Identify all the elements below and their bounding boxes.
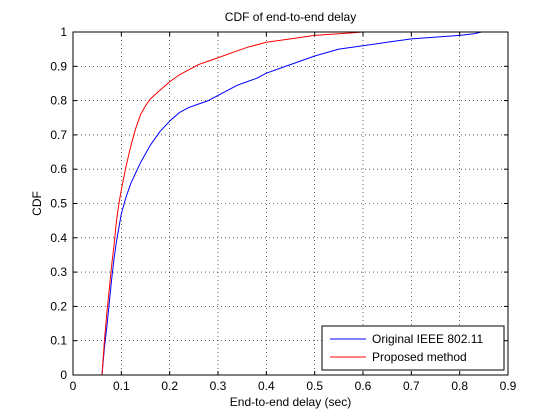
series-line-original <box>101 31 482 376</box>
y-tick-label: 0 <box>60 368 67 382</box>
plot-area <box>73 32 508 375</box>
x-tick-label: 0.1 <box>113 379 130 393</box>
x-tick-label: 0 <box>70 379 77 393</box>
x-tick-label: 0.3 <box>210 379 227 393</box>
legend-box <box>321 325 505 371</box>
legend-label-proposed: Proposed method <box>372 350 467 364</box>
y-tick-label: 1 <box>60 25 67 39</box>
x-tick-label: 0.5 <box>306 379 323 393</box>
series-line-proposed <box>101 31 364 376</box>
y-tick-label: 0.9 <box>50 59 67 73</box>
y-tick-label: 0.2 <box>50 299 67 313</box>
y-tick-label: 0.1 <box>50 334 67 348</box>
x-tick-label: 0.6 <box>355 379 372 393</box>
x-tick-label: 0.8 <box>451 379 468 393</box>
legend-label-original: Original IEEE 802.11 <box>372 332 484 346</box>
y-tick-label: 0.5 <box>50 197 67 211</box>
x-tick-label: 0.7 <box>403 379 420 393</box>
x-tick-label: 0.2 <box>161 379 178 393</box>
x-tick-label: 0.9 <box>500 379 517 393</box>
y-tick-label: 0.7 <box>50 128 67 142</box>
y-tick-label: 0.4 <box>50 231 67 245</box>
y-tick-label: 0.3 <box>50 265 67 279</box>
x-tick-label: 0.4 <box>258 379 275 393</box>
ticks: 0 0.1 0.2 0.3 0.4 0.5 0.6 0.7 0.8 0.9 0 0.1 0.2 0.3 0.… <box>50 25 516 393</box>
x-axis-label: End-to-end delay (sec) <box>230 395 351 409</box>
y-tick-label: 0.6 <box>50 162 67 176</box>
series-layer <box>101 31 482 376</box>
legend: Original IEEE 802.11 Proposed method <box>321 325 505 371</box>
y-tick-label: 0.8 <box>50 94 67 108</box>
grid <box>73 32 508 375</box>
chart-title: CDF of end-to-end delay <box>225 10 356 24</box>
y-axis-label: CDF <box>30 191 44 216</box>
